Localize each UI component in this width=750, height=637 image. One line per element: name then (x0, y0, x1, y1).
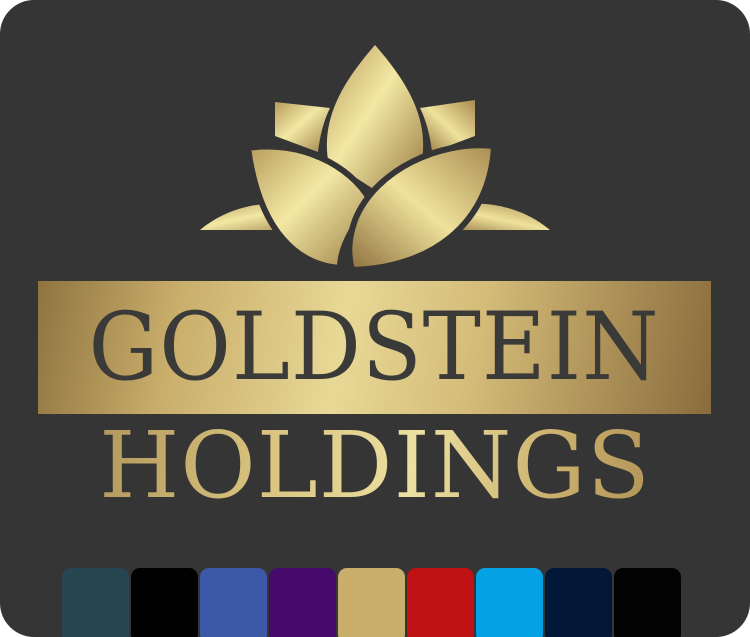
logo-line-2: HOLDINGS (0, 420, 750, 512)
petal-back-left (275, 102, 330, 152)
color-swatch-6 (407, 568, 474, 637)
color-swatch-2 (131, 568, 198, 637)
lotus-flower-icon (200, 45, 550, 274)
color-palette (62, 568, 681, 637)
logo-line-1: GOLDSTEIN (88, 292, 661, 402)
petal-top (326, 45, 424, 190)
color-swatch-4 (269, 568, 336, 637)
petal-back-right (420, 100, 475, 152)
color-swatch-1 (62, 568, 129, 637)
color-swatch-8 (545, 568, 612, 637)
color-swatch-7 (476, 568, 543, 637)
name-banner: GOLDSTEIN (38, 281, 711, 414)
color-swatch-9 (614, 568, 681, 637)
color-swatch-3 (200, 568, 267, 637)
color-swatch-5 (338, 568, 405, 637)
petal-right (346, 142, 498, 274)
